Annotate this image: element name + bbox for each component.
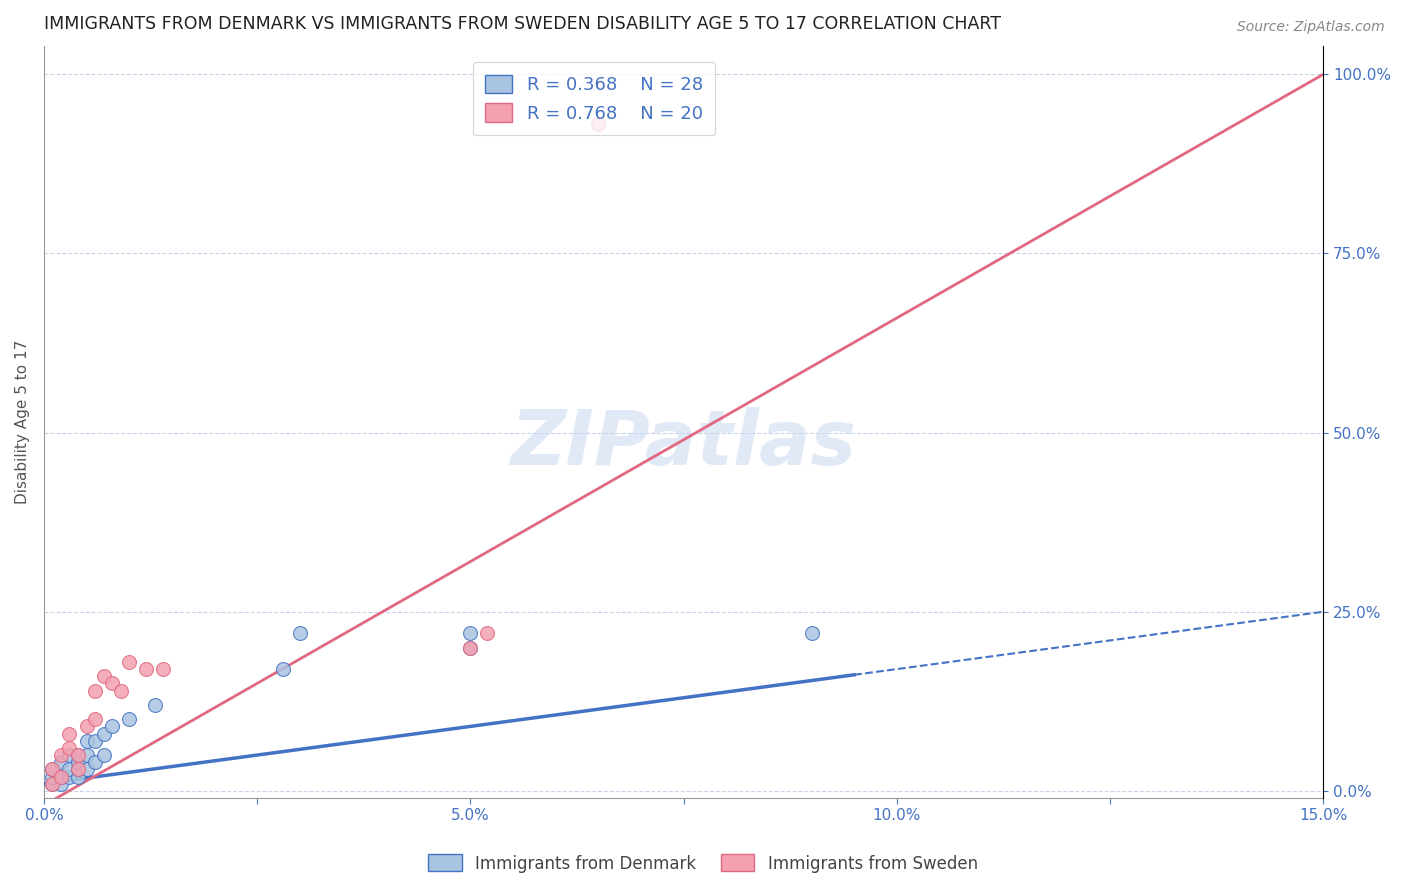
Point bbox=[800, 626, 823, 640]
Y-axis label: Disability Age 5 to 17: Disability Age 5 to 17 bbox=[15, 340, 30, 504]
Point bbox=[76, 719, 98, 733]
Point bbox=[477, 626, 499, 640]
Point bbox=[49, 777, 72, 791]
Point bbox=[588, 118, 610, 132]
Text: Source: ZipAtlas.com: Source: ZipAtlas.com bbox=[1237, 20, 1385, 34]
Point bbox=[58, 770, 80, 784]
Point bbox=[84, 683, 107, 698]
Point bbox=[58, 747, 80, 762]
Point bbox=[41, 763, 63, 777]
Point bbox=[76, 763, 98, 777]
Point bbox=[288, 626, 311, 640]
Point bbox=[66, 747, 89, 762]
Point bbox=[76, 733, 98, 747]
Point bbox=[84, 756, 107, 770]
Point bbox=[66, 763, 89, 777]
Point bbox=[66, 747, 89, 762]
Point bbox=[76, 747, 98, 762]
Legend: R = 0.368    N = 28, R = 0.768    N = 20: R = 0.368 N = 28, R = 0.768 N = 20 bbox=[472, 62, 716, 136]
Point bbox=[58, 740, 80, 755]
Point bbox=[101, 719, 124, 733]
Point bbox=[460, 640, 482, 655]
Point bbox=[143, 698, 166, 712]
Point bbox=[84, 733, 107, 747]
Point bbox=[101, 676, 124, 690]
Point bbox=[66, 763, 89, 777]
Point bbox=[93, 669, 115, 683]
Point bbox=[58, 726, 80, 740]
Point bbox=[118, 655, 141, 669]
Point bbox=[93, 747, 115, 762]
Point bbox=[49, 747, 72, 762]
Point bbox=[118, 712, 141, 726]
Point bbox=[41, 763, 63, 777]
Point bbox=[152, 662, 174, 676]
Point bbox=[460, 626, 482, 640]
Point bbox=[460, 640, 482, 655]
Point bbox=[49, 756, 72, 770]
Point bbox=[49, 770, 72, 784]
Point bbox=[49, 770, 72, 784]
Point bbox=[66, 770, 89, 784]
Text: IMMIGRANTS FROM DENMARK VS IMMIGRANTS FROM SWEDEN DISABILITY AGE 5 TO 17 CORRELA: IMMIGRANTS FROM DENMARK VS IMMIGRANTS FR… bbox=[44, 15, 1001, 33]
Point bbox=[135, 662, 157, 676]
Point bbox=[41, 777, 63, 791]
Point bbox=[41, 777, 63, 791]
Point bbox=[93, 726, 115, 740]
Point bbox=[110, 683, 132, 698]
Point bbox=[84, 712, 107, 726]
Legend: Immigrants from Denmark, Immigrants from Sweden: Immigrants from Denmark, Immigrants from… bbox=[422, 847, 984, 880]
Point bbox=[66, 756, 89, 770]
Point bbox=[271, 662, 294, 676]
Point bbox=[58, 763, 80, 777]
Text: ZIPatlas: ZIPatlas bbox=[510, 408, 856, 482]
Point bbox=[41, 770, 63, 784]
